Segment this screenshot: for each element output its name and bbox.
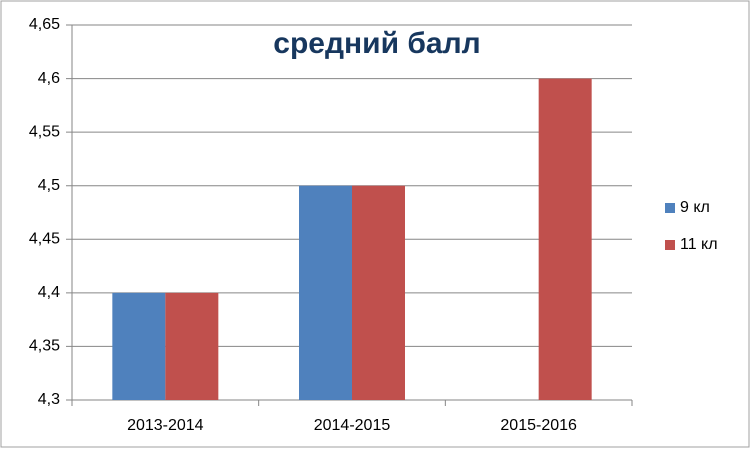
bar <box>112 292 166 400</box>
legend-swatch <box>665 240 675 250</box>
y-tick-label: 4,55 <box>29 123 60 140</box>
bar <box>165 292 219 400</box>
legend-swatch <box>665 203 675 213</box>
x-tick-label: 2013-2014 <box>127 417 204 434</box>
bar <box>538 78 592 401</box>
y-tick-label: 4,35 <box>29 338 60 355</box>
x-tick-label: 2014-2015 <box>314 417 391 434</box>
chart-title: средний балл <box>273 27 480 60</box>
y-tick-label: 4,3 <box>38 391 60 408</box>
y-tick-label: 4,4 <box>38 284 60 301</box>
x-tick-label: 2015-2016 <box>500 417 577 434</box>
legend-label: 9 кл <box>680 199 710 216</box>
y-tick-label: 4,6 <box>38 70 60 87</box>
legend-label: 11 кл <box>680 236 718 253</box>
y-tick-label: 4,5 <box>38 177 60 194</box>
bar <box>352 185 405 400</box>
bar <box>299 185 352 400</box>
y-tick-label: 4,45 <box>29 231 60 248</box>
y-tick-label: 4,65 <box>29 16 60 33</box>
